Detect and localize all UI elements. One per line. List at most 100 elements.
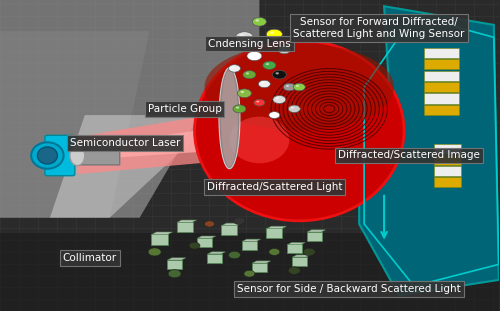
Circle shape [168, 270, 181, 278]
FancyBboxPatch shape [45, 135, 75, 176]
Circle shape [284, 83, 296, 91]
Circle shape [247, 51, 262, 61]
Circle shape [189, 242, 200, 249]
Text: Diffracted/Scattered Image: Diffracted/Scattered Image [338, 151, 480, 160]
Circle shape [246, 72, 249, 74]
Circle shape [236, 107, 239, 109]
FancyBboxPatch shape [151, 234, 168, 245]
Circle shape [286, 85, 289, 87]
FancyBboxPatch shape [197, 238, 212, 247]
FancyBboxPatch shape [208, 254, 222, 262]
FancyBboxPatch shape [222, 225, 238, 235]
Circle shape [233, 105, 246, 113]
Polygon shape [0, 233, 499, 311]
Circle shape [281, 48, 284, 49]
Circle shape [234, 217, 245, 225]
FancyBboxPatch shape [424, 105, 459, 115]
FancyBboxPatch shape [252, 263, 267, 272]
FancyBboxPatch shape [287, 244, 302, 253]
FancyBboxPatch shape [292, 257, 306, 266]
Text: Sensor for Forward Diffracted/
Scattered Light and Wing Sensor: Sensor for Forward Diffracted/ Scattered… [294, 17, 465, 39]
Circle shape [228, 251, 240, 259]
FancyBboxPatch shape [434, 155, 462, 165]
Polygon shape [359, 6, 499, 295]
Polygon shape [152, 232, 172, 234]
Circle shape [270, 31, 274, 34]
Circle shape [266, 29, 282, 39]
Circle shape [272, 113, 274, 115]
Circle shape [291, 107, 294, 109]
Text: Collimator: Collimator [62, 253, 117, 263]
FancyBboxPatch shape [434, 144, 462, 154]
Ellipse shape [31, 142, 64, 169]
Polygon shape [242, 239, 260, 241]
Polygon shape [288, 243, 305, 244]
Circle shape [276, 72, 279, 74]
Polygon shape [168, 258, 186, 260]
Text: Semiconductor Laser: Semiconductor Laser [70, 138, 180, 148]
Circle shape [288, 105, 300, 113]
Polygon shape [0, 31, 150, 218]
Circle shape [240, 91, 244, 93]
Circle shape [261, 82, 264, 84]
Ellipse shape [38, 147, 58, 164]
Circle shape [269, 248, 280, 255]
FancyBboxPatch shape [176, 222, 192, 232]
Polygon shape [292, 255, 310, 257]
Circle shape [266, 63, 269, 65]
FancyBboxPatch shape [424, 82, 459, 92]
Circle shape [238, 89, 252, 98]
Ellipse shape [230, 117, 290, 163]
Text: Cndensing Lens: Cndensing Lens [208, 39, 291, 49]
FancyBboxPatch shape [424, 71, 459, 81]
Circle shape [231, 66, 234, 68]
Circle shape [244, 270, 255, 277]
FancyBboxPatch shape [434, 166, 462, 176]
Circle shape [243, 71, 256, 79]
FancyBboxPatch shape [424, 93, 459, 104]
Circle shape [258, 80, 270, 88]
Circle shape [252, 17, 266, 26]
Polygon shape [78, 103, 284, 174]
FancyBboxPatch shape [424, 59, 459, 69]
Text: Diffracted/Scattered Light: Diffracted/Scattered Light [206, 182, 342, 192]
Polygon shape [308, 230, 326, 232]
Polygon shape [0, 0, 260, 218]
FancyBboxPatch shape [242, 241, 257, 250]
FancyBboxPatch shape [434, 177, 462, 187]
Circle shape [148, 248, 161, 256]
Ellipse shape [220, 68, 239, 168]
Circle shape [276, 97, 279, 99]
Circle shape [296, 85, 299, 87]
Circle shape [250, 53, 254, 56]
Circle shape [263, 61, 276, 69]
Text: Sensor for Side / Backward Scattered Light: Sensor for Side / Backward Scattered Lig… [238, 284, 461, 294]
Circle shape [240, 34, 244, 37]
Circle shape [204, 221, 214, 227]
Circle shape [272, 70, 286, 79]
Ellipse shape [194, 40, 404, 221]
Circle shape [288, 267, 300, 274]
Ellipse shape [204, 44, 394, 131]
Polygon shape [50, 115, 200, 218]
Ellipse shape [70, 146, 85, 165]
Polygon shape [78, 124, 239, 160]
Circle shape [278, 46, 291, 54]
Polygon shape [198, 236, 216, 238]
Circle shape [269, 112, 280, 118]
Polygon shape [222, 223, 242, 225]
Circle shape [228, 65, 240, 72]
Circle shape [304, 248, 315, 256]
FancyBboxPatch shape [167, 260, 182, 269]
FancyBboxPatch shape [307, 232, 322, 241]
Polygon shape [267, 226, 286, 229]
Polygon shape [252, 261, 270, 263]
Text: Particle Group: Particle Group [148, 104, 222, 114]
Polygon shape [177, 220, 197, 222]
Circle shape [294, 83, 306, 91]
Circle shape [256, 101, 259, 102]
FancyArrowPatch shape [382, 196, 387, 238]
FancyBboxPatch shape [266, 228, 282, 238]
FancyBboxPatch shape [424, 48, 459, 58]
Circle shape [273, 95, 286, 104]
